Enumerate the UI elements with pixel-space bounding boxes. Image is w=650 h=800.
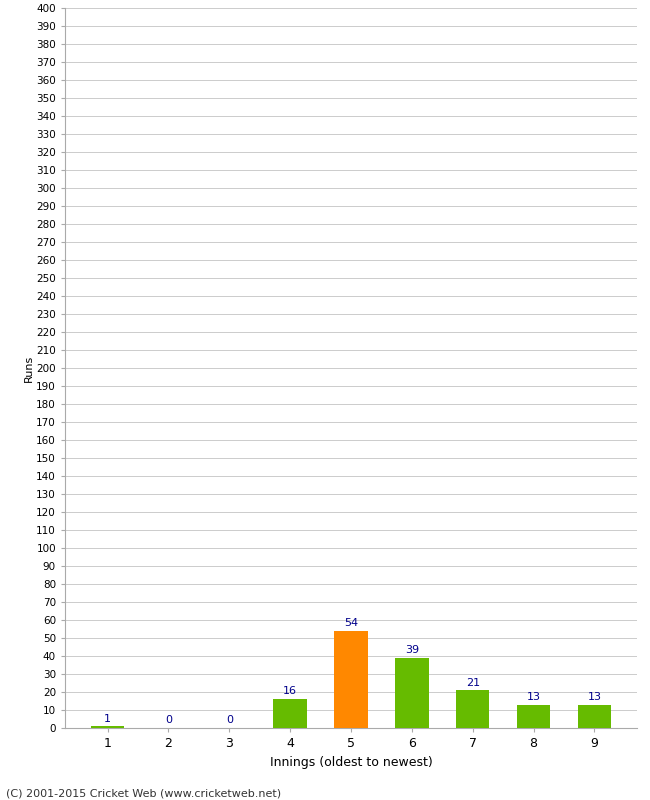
Bar <box>517 705 551 728</box>
Text: 13: 13 <box>526 692 541 702</box>
Text: 0: 0 <box>226 715 233 726</box>
Bar <box>395 658 428 728</box>
Bar <box>274 699 307 728</box>
Text: 0: 0 <box>165 715 172 726</box>
Text: 16: 16 <box>283 686 297 697</box>
X-axis label: Innings (oldest to newest): Innings (oldest to newest) <box>270 755 432 769</box>
Text: 54: 54 <box>344 618 358 628</box>
Y-axis label: Runs: Runs <box>23 354 33 382</box>
Bar <box>91 726 124 728</box>
Text: 21: 21 <box>465 678 480 687</box>
Text: 13: 13 <box>588 692 601 702</box>
Text: (C) 2001-2015 Cricket Web (www.cricketweb.net): (C) 2001-2015 Cricket Web (www.cricketwe… <box>6 788 281 798</box>
Text: 39: 39 <box>405 645 419 655</box>
Bar <box>334 630 368 728</box>
Text: 1: 1 <box>104 714 111 723</box>
Bar <box>578 705 611 728</box>
Bar <box>456 690 489 728</box>
